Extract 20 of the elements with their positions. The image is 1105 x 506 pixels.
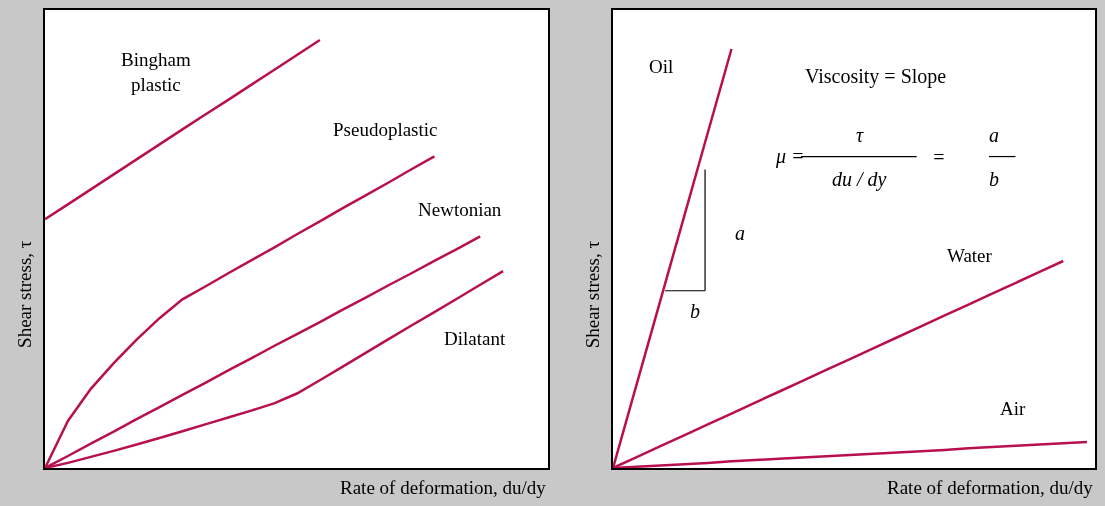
annotation: b bbox=[690, 300, 700, 322]
annotation: = bbox=[932, 146, 946, 168]
y-axis-title: Shear stress, τ bbox=[14, 240, 35, 348]
annotation: b bbox=[989, 168, 999, 190]
annotation: τ bbox=[856, 124, 864, 146]
x-axis-title: Rate of deformation, du/dy bbox=[340, 477, 547, 498]
series-label: Pseudoplastic bbox=[333, 119, 438, 140]
annotation: du / dy bbox=[832, 168, 887, 191]
series-label: Dilatant bbox=[444, 328, 506, 349]
series-label: Bingham plastic bbox=[121, 49, 191, 95]
annotation: a bbox=[989, 124, 999, 146]
y-axis-title: Shear stress, τ bbox=[582, 240, 604, 349]
annotation: μ = bbox=[775, 145, 805, 168]
annotation: Viscosity = Slope bbox=[805, 65, 947, 88]
series-label: Water bbox=[947, 245, 993, 266]
x-axis-title: Rate of deformation, du/dy bbox=[887, 477, 1094, 498]
text: Oil bbox=[649, 56, 674, 77]
annotation: a bbox=[735, 222, 745, 244]
series-label: Air bbox=[1000, 398, 1026, 419]
series-label: Newtonian bbox=[418, 199, 502, 220]
